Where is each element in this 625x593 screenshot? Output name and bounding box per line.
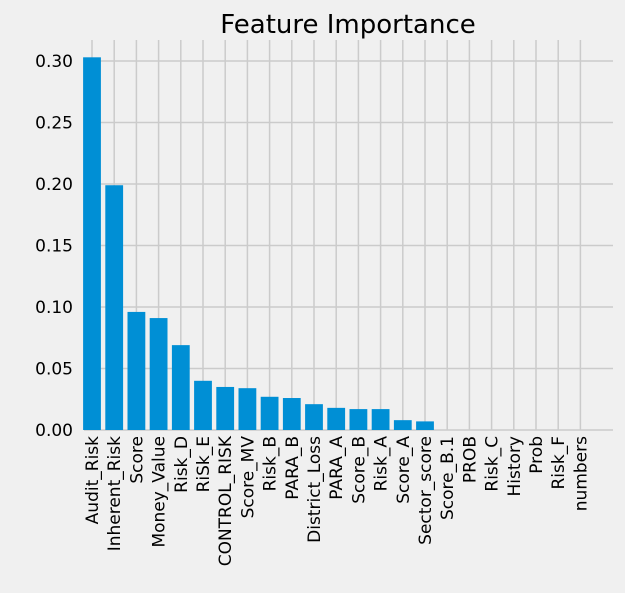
y-tick-label: 0.10 xyxy=(35,298,73,318)
bar xyxy=(149,318,168,430)
x-tick-label: Risk_B xyxy=(261,436,281,491)
x-tick-label: District_Loss xyxy=(305,436,325,543)
x-tick-label: Risk_D xyxy=(172,436,192,493)
y-tick-label: 0.00 xyxy=(35,421,73,441)
x-tick-label: RiSk_E xyxy=(194,436,214,492)
bar xyxy=(393,420,412,430)
bar xyxy=(305,404,323,430)
bar xyxy=(327,407,346,430)
y-tick-label: 0.20 xyxy=(35,175,73,195)
y-tick-label: 0.30 xyxy=(35,52,73,72)
x-tick-label: Score_MV xyxy=(238,436,258,519)
x-tick-label: Money_Value xyxy=(150,436,170,548)
chart-title: Feature Importance xyxy=(220,10,476,40)
x-tick-label: PROB xyxy=(460,436,480,483)
bar xyxy=(194,380,212,430)
x-axis-ticks: Audit_Risk Inherent_Risk Score Money_Value R… xyxy=(83,435,591,566)
bar xyxy=(216,386,235,430)
bar xyxy=(371,409,390,430)
y-tick-label: 0.15 xyxy=(35,237,73,257)
x-tick-label: numbers xyxy=(571,436,591,511)
x-tick-label: Score_A xyxy=(394,436,414,504)
x-tick-label: PARA_B xyxy=(283,436,303,500)
x-tick-label: CONTROL_RISK xyxy=(216,435,236,566)
y-tick-label: 0.05 xyxy=(35,360,73,380)
bar xyxy=(260,396,279,430)
bar xyxy=(127,311,146,430)
bar xyxy=(171,345,190,430)
x-tick-label: Inherent_Risk xyxy=(105,436,125,551)
bar xyxy=(83,57,101,431)
x-tick-label: Risk_A xyxy=(372,436,392,492)
bars xyxy=(83,57,434,431)
y-tick-label: 0.25 xyxy=(35,114,73,134)
bar xyxy=(282,398,301,430)
x-tick-label: Audit_Risk xyxy=(83,436,103,524)
x-tick-label: Risk_C xyxy=(483,436,503,492)
x-tick-label: History xyxy=(505,436,525,496)
x-tick-label: Score_B.1 xyxy=(438,436,458,520)
bar xyxy=(416,421,434,430)
bar xyxy=(105,185,124,430)
x-tick-label: Sector_score xyxy=(416,436,436,545)
x-tick-label: Risk_F xyxy=(549,436,569,490)
x-tick-label: Score xyxy=(127,436,147,484)
x-tick-label: PARA_A xyxy=(327,436,347,500)
grid-lines xyxy=(84,40,613,431)
bar xyxy=(238,388,257,430)
x-tick-label: Prob xyxy=(527,436,547,474)
x-tick-label: Score_B xyxy=(349,436,369,504)
y-axis-ticks: 0.00 0.05 0.10 0.15 0.20 0.25 0.30 xyxy=(35,52,73,441)
bar xyxy=(349,409,368,430)
